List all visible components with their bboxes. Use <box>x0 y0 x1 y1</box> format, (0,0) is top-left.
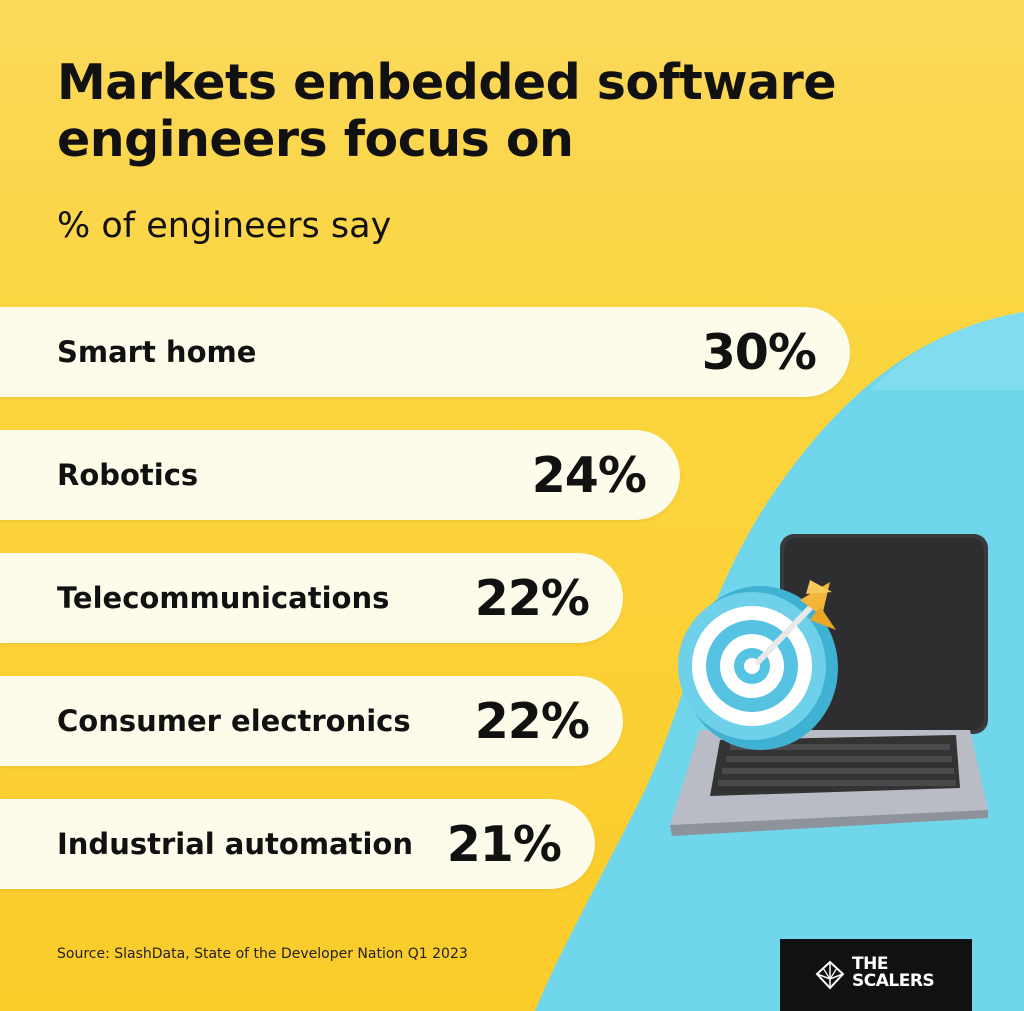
bar-label: Telecommunications <box>57 581 390 615</box>
subtitle: % of engineers say <box>57 206 392 246</box>
brand-name-line-2: SCALERS <box>852 971 935 991</box>
title-line-2: engineers focus on <box>57 111 574 168</box>
bar-label: Robotics <box>57 458 199 492</box>
bar-consumer-electronics: Consumer electronics 22% <box>0 676 623 766</box>
brand-name: THE SCALERS <box>852 954 935 991</box>
page-title: Markets embedded software engineers focu… <box>57 54 957 168</box>
bar-label: Industrial automation <box>57 827 413 861</box>
bar-value-label: 21% <box>446 816 562 873</box>
bar-label: Consumer electronics <box>57 704 411 738</box>
diamond-icon <box>815 960 845 990</box>
bar-label: Smart home <box>57 335 257 369</box>
brand-name-line-1: THE <box>852 954 888 974</box>
bar-industrial-automation: Industrial automation 21% <box>0 799 595 889</box>
bar-robotics: Robotics 24% <box>0 430 680 520</box>
brand-logo: THE SCALERS <box>780 939 972 1011</box>
target-icon <box>678 586 838 750</box>
laptop-target-illustration <box>670 534 988 836</box>
title-line-1: Markets embedded software <box>57 54 837 111</box>
bar-telecommunications: Telecommunications 22% <box>0 553 623 643</box>
bar-smart-home: Smart home 30% <box>0 307 850 397</box>
bar-value-label: 22% <box>474 570 590 627</box>
bar-value-label: 24% <box>531 447 647 504</box>
source-note: Source: SlashData, State of the Develope… <box>57 946 468 962</box>
dart-icon <box>755 580 836 665</box>
bar-value-label: 30% <box>701 324 817 381</box>
bar-value-label: 22% <box>474 693 590 750</box>
